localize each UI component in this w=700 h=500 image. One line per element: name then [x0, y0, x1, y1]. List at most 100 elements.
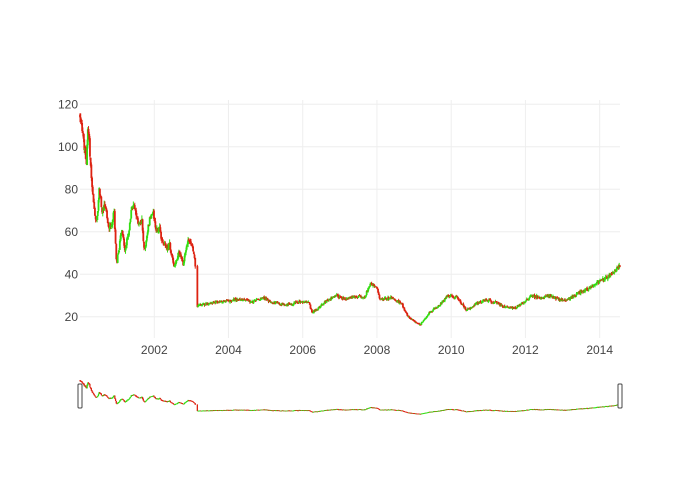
range-slider-track[interactable]: [80, 372, 620, 422]
candle-decreasing: [499, 410, 501, 412]
candle-increasing: [445, 409, 447, 411]
candle-body: [184, 402, 186, 404]
candle-increasing: [449, 409, 451, 411]
candle-body: [193, 254, 196, 259]
candle-body: [294, 410, 297, 412]
candle-body: [252, 300, 255, 304]
candle-body: [564, 300, 567, 302]
candle-body: [403, 307, 406, 311]
candle-body: [133, 205, 136, 210]
candle-increasing: [528, 296, 531, 300]
candle-body: [265, 409, 267, 411]
candle-decreasing: [287, 410, 289, 412]
candle-body: [466, 411, 468, 413]
candle-decreasing: [579, 408, 581, 410]
candle-body: [352, 409, 354, 411]
candle-body: [302, 410, 304, 411]
candle-decreasing: [573, 409, 575, 410]
candle-body: [313, 411, 315, 413]
candle-body: [132, 394, 134, 396]
candle-increasing: [97, 395, 99, 398]
candle-body: [393, 298, 396, 300]
candle-body: [93, 201, 96, 209]
candle-body: [431, 311, 434, 313]
candle-body: [464, 411, 466, 412]
candle-decreasing: [164, 241, 167, 249]
candle-body: [156, 398, 158, 400]
candle-body: [287, 410, 290, 412]
candle-body: [287, 410, 289, 412]
candle-body: [292, 410, 294, 412]
candle-increasing: [145, 240, 148, 248]
candle-decreasing: [210, 410, 212, 412]
candle-body: [292, 303, 295, 305]
candle-decreasing: [159, 397, 161, 400]
candle-body: [123, 238, 126, 246]
candle-decreasing: [89, 136, 91, 160]
candle-body: [592, 407, 594, 409]
candle-increasing: [133, 394, 135, 396]
candle-decreasing: [115, 400, 117, 404]
candle-decreasing: [163, 400, 165, 402]
candle-body: [462, 303, 465, 306]
candle-body: [445, 409, 447, 411]
candle-body: [515, 307, 518, 309]
candle-decreasing: [95, 396, 97, 398]
candle-body: [272, 410, 274, 412]
candle-body: [290, 410, 292, 412]
candle-decreasing: [92, 391, 94, 394]
candle-increasing: [219, 410, 221, 412]
candle-body: [137, 397, 139, 399]
candle-decreasing: [192, 245, 195, 252]
range-slider-handle-right[interactable]: [617, 383, 623, 409]
candle-decreasing: [442, 409, 445, 411]
candle-body: [109, 397, 111, 399]
range-slider-handle-left[interactable]: [77, 383, 83, 409]
candle-body: [150, 396, 152, 398]
candle-body: [100, 393, 102, 396]
candle-body: [404, 310, 406, 312]
candle-body: [332, 409, 334, 411]
candle-body: [142, 230, 145, 241]
candle-increasing: [331, 409, 334, 411]
candle-decreasing: [580, 408, 583, 410]
candle-body: [460, 302, 463, 305]
candle-body: [501, 410, 504, 412]
candle-body: [182, 403, 184, 405]
candle-body: [556, 409, 558, 411]
candle-body: [455, 295, 458, 297]
candle-body: [362, 409, 364, 411]
candle-body: [397, 409, 399, 411]
candle-increasing: [494, 410, 496, 412]
candle-body: [284, 410, 286, 412]
candle-decreasing: [327, 409, 329, 411]
candle-body: [133, 204, 135, 206]
candle-body: [415, 413, 418, 415]
candle-body: [485, 409, 487, 411]
candle-increasing: [233, 409, 235, 411]
candle-body: [297, 410, 299, 412]
candle-decreasing: [343, 409, 345, 411]
candle-body: [157, 398, 159, 400]
candle-body: [587, 408, 590, 410]
main-plot[interactable]: [79, 113, 621, 326]
candle-decreasing: [602, 406, 605, 408]
candle-body: [108, 225, 111, 230]
candle-decreasing: [465, 411, 467, 413]
candle-increasing: [242, 409, 244, 411]
candle-increasing: [323, 410, 325, 412]
candle-increasing: [183, 403, 185, 405]
candle-body: [405, 312, 408, 314]
candle-decreasing: [351, 409, 354, 411]
candle-body: [280, 410, 282, 412]
candle-body: [130, 395, 132, 397]
candle-increasing: [528, 409, 531, 411]
candle-body: [548, 409, 550, 410]
candle-body: [339, 409, 341, 411]
candle-increasing: [321, 410, 323, 412]
candle-body: [507, 411, 509, 412]
candle-decreasing: [114, 395, 116, 400]
candle-body: [436, 411, 438, 412]
candle-increasing: [533, 408, 535, 410]
range-slider[interactable]: [77, 372, 623, 422]
